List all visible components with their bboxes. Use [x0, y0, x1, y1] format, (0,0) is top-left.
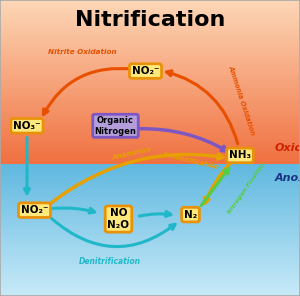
- Text: Organic
Nitrogen: Organic Nitrogen: [94, 116, 136, 136]
- Text: NO₂⁻: NO₂⁻: [132, 66, 159, 76]
- Text: Nitrogen Fixation: Nitrogen Fixation: [226, 161, 266, 215]
- Text: N₂: N₂: [184, 210, 197, 220]
- Text: NO₂⁻: NO₂⁻: [21, 205, 48, 215]
- Text: Ammonia Oxidation: Ammonia Oxidation: [227, 65, 256, 136]
- Text: Ammonification: Ammonification: [161, 151, 220, 170]
- Text: Anoxic: Anoxic: [274, 173, 300, 183]
- Text: NH₃: NH₃: [229, 150, 251, 160]
- Text: Nitrification: Nitrification: [75, 10, 225, 30]
- Text: Oxic: Oxic: [274, 143, 300, 153]
- Text: Anammox: Anammox: [112, 147, 152, 161]
- Text: NO₃⁻: NO₃⁻: [13, 121, 41, 131]
- Text: Denitrification: Denitrification: [79, 258, 140, 266]
- Text: NO
N₂O: NO N₂O: [107, 208, 130, 230]
- Text: Nitrite Oxidation: Nitrite Oxidation: [48, 49, 117, 55]
